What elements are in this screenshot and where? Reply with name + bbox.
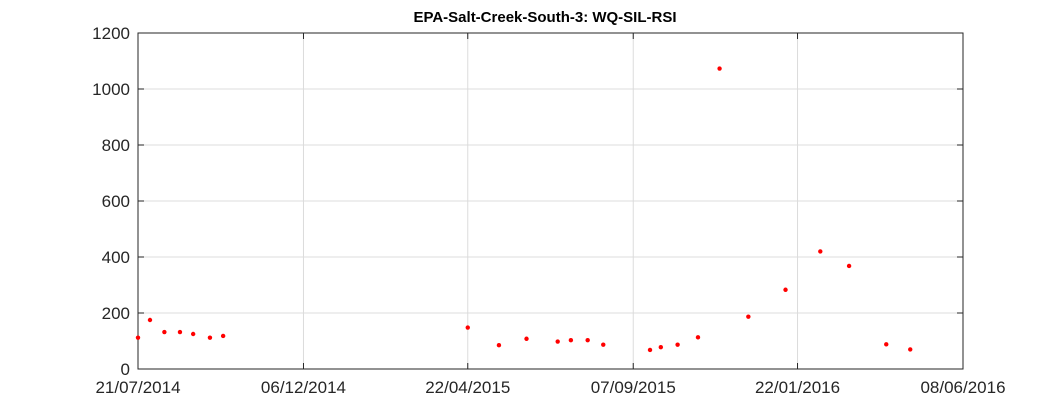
x-tick-label: 22/04/2015: [425, 378, 510, 397]
data-point: [190, 331, 196, 337]
data-point: [647, 347, 653, 353]
data-point: [524, 336, 529, 341]
data-point: [717, 66, 722, 71]
data-point: [695, 335, 701, 340]
x-tick-label: 08/06/2016: [920, 378, 1005, 397]
data-point: [496, 343, 502, 348]
data-point: [675, 342, 680, 347]
grid: [138, 33, 963, 369]
y-tick-label: 600: [102, 192, 130, 211]
x-tick-label: 21/07/2014: [95, 378, 180, 397]
data-points: [135, 66, 913, 353]
y-tick-label: 0: [121, 360, 130, 379]
data-point: [658, 344, 664, 350]
chart-title: EPA-Salt-Creek-South-3: WQ-SIL-RSI: [413, 9, 676, 26]
data-point: [884, 342, 889, 347]
x-tick-label: 07/09/2015: [591, 378, 676, 397]
data-point: [162, 329, 167, 335]
data-point: [147, 317, 153, 323]
data-point: [568, 337, 574, 343]
data-point: [746, 314, 751, 319]
axis-ticks: 0 200 400 600 800 1000 1200 21/07/2014 06/12/201…: [92, 24, 1005, 397]
y-tick-label: 800: [102, 136, 130, 155]
data-point: [465, 325, 470, 330]
data-point: [818, 249, 823, 254]
data-point: [177, 329, 183, 335]
data-point: [555, 339, 560, 344]
data-point: [783, 287, 788, 292]
y-tick-label: 400: [102, 248, 130, 267]
data-point: [135, 335, 141, 340]
x-tick-label: 22/01/2016: [755, 378, 840, 397]
data-point: [585, 337, 590, 343]
data-point: [908, 347, 913, 352]
x-tick-label: 06/12/2014: [261, 378, 346, 397]
y-tick-label: 200: [102, 304, 130, 323]
data-point: [846, 263, 852, 269]
y-tick-label: 1200: [92, 24, 130, 43]
y-tick-label: 1000: [92, 80, 130, 99]
data-point: [207, 335, 213, 340]
data-point: [220, 333, 226, 339]
data-point: [601, 342, 606, 347]
